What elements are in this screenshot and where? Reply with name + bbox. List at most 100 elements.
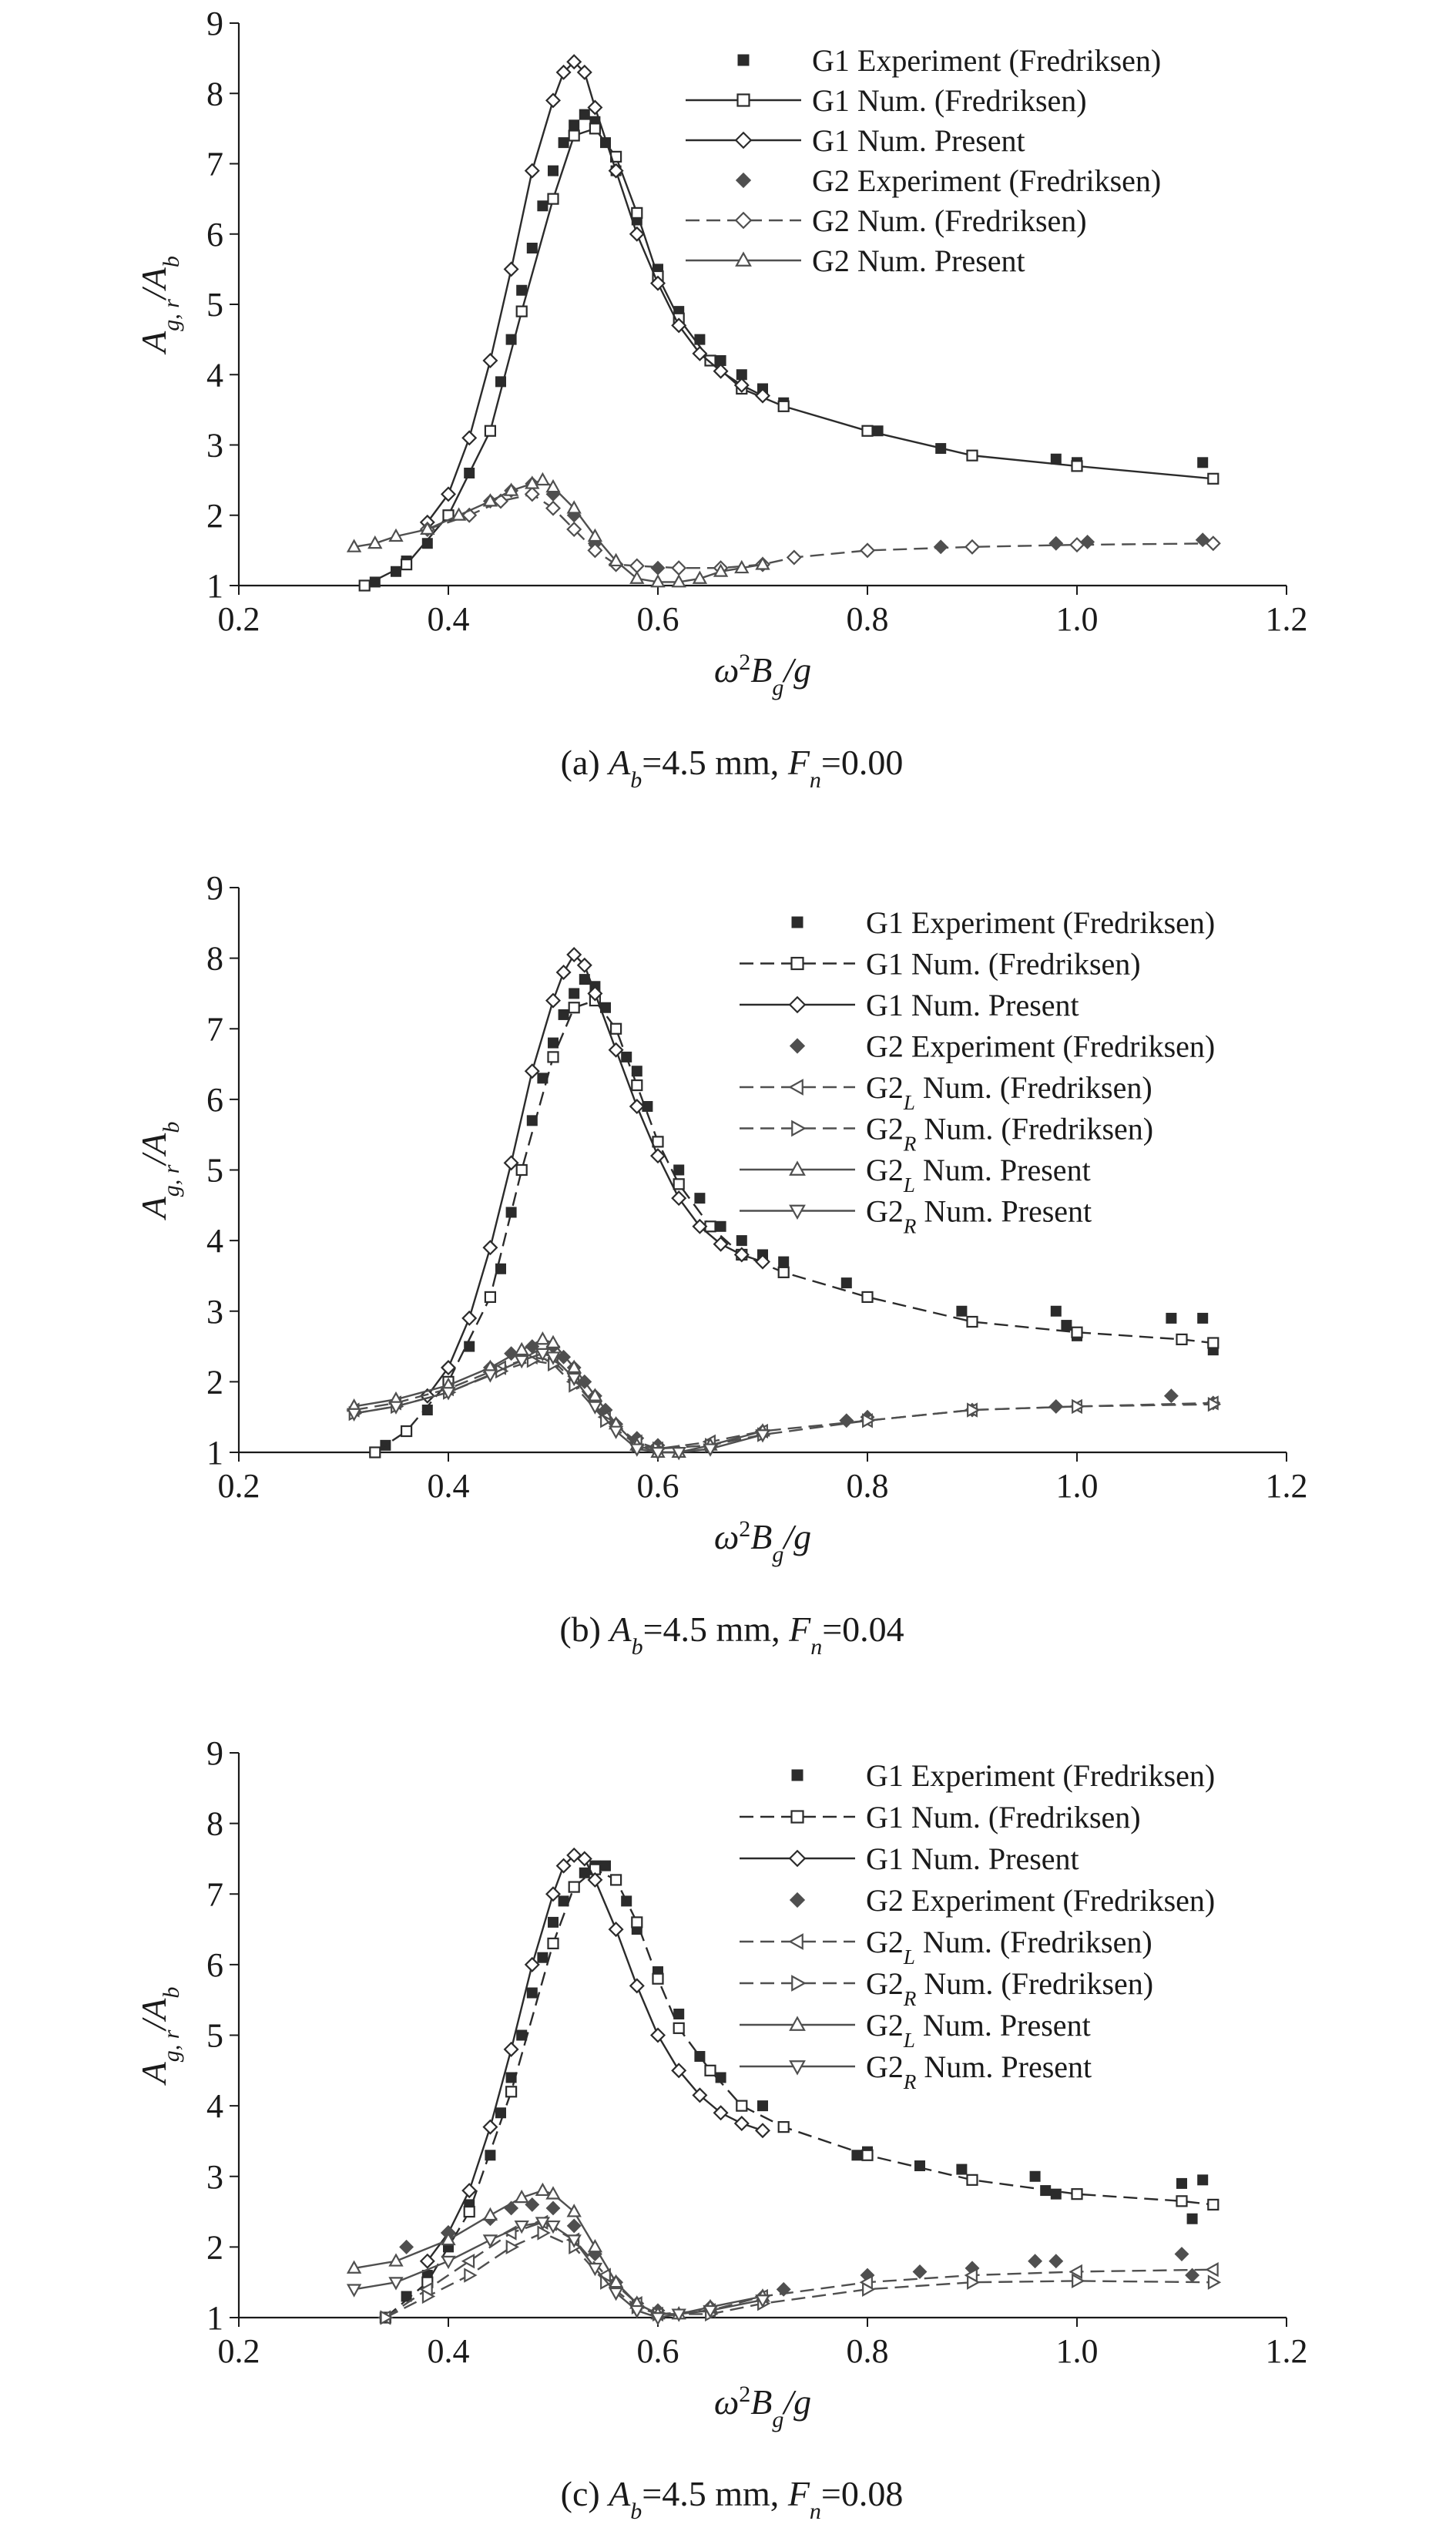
data-point xyxy=(914,2160,925,2172)
series-3 xyxy=(419,947,771,1404)
y-tick-label: 5 xyxy=(206,286,223,324)
data-point xyxy=(652,1972,664,1985)
data-point xyxy=(346,539,362,552)
data-point xyxy=(736,2100,748,2112)
data-point xyxy=(548,1916,559,1928)
data-point xyxy=(704,354,716,367)
data-point xyxy=(1205,2262,1219,2278)
legend-label: G2R Num. Present xyxy=(866,1194,1092,1238)
data-point xyxy=(346,1408,362,1422)
data-point xyxy=(545,1351,561,1365)
data-point xyxy=(1048,2254,1064,2269)
data-point xyxy=(548,165,559,176)
legend-marker xyxy=(791,916,803,928)
data-point xyxy=(650,574,666,588)
data-point xyxy=(548,1037,559,1049)
data-point xyxy=(631,1066,642,1077)
data-point xyxy=(526,1987,538,1999)
legend-label: G1 Experiment (Fredriksen) xyxy=(866,1758,1215,1793)
legend-label: G2R Num. (Fredriksen) xyxy=(866,1112,1153,1156)
data-point xyxy=(777,2121,790,2133)
y-tick-label: 4 xyxy=(206,356,223,394)
data-point xyxy=(631,1079,643,1092)
data-point xyxy=(1174,2247,1189,2261)
data-point xyxy=(671,1447,686,1461)
series-6 xyxy=(348,1353,1222,1457)
data-point xyxy=(1072,1398,1085,1415)
legend-marker xyxy=(788,995,807,1014)
data-point xyxy=(1071,2188,1083,2200)
y-tick-label: 6 xyxy=(206,1946,223,1984)
data-point xyxy=(587,2262,603,2277)
y-tick-label: 9 xyxy=(206,869,223,907)
data-point xyxy=(631,206,643,219)
data-point xyxy=(461,2183,478,2199)
data-point xyxy=(755,556,770,570)
data-point xyxy=(713,1236,729,1252)
data-point xyxy=(608,2274,624,2288)
data-point xyxy=(1069,2264,1082,2280)
data-point xyxy=(839,1413,854,1428)
legend-marker xyxy=(788,1933,803,1950)
data-point xyxy=(861,425,874,437)
data-point xyxy=(555,964,572,980)
figure-caption: (b) Ab=4.5 mm, Fn=0.04 xyxy=(559,1610,904,1660)
data-point xyxy=(694,334,706,345)
x-tick-label: 1.0 xyxy=(1056,1467,1099,1505)
data-point xyxy=(482,2119,498,2135)
x-tick-label: 0.8 xyxy=(847,2332,889,2370)
data-point xyxy=(421,1405,433,1416)
data-point xyxy=(515,305,528,317)
data-point xyxy=(671,317,687,334)
data-point xyxy=(579,109,590,120)
chart-panel-c: 0.2 0.4 0.6 0.8 1.0 1.2 1 2 3 4 5 6 7 8 9 ω2Bg/g Ag, r/A… xyxy=(134,1734,1308,2521)
data-point xyxy=(673,1164,685,1176)
data-point xyxy=(587,985,603,1002)
data-point xyxy=(495,1263,506,1274)
data-point xyxy=(482,493,498,507)
data-point xyxy=(569,988,580,999)
data-point xyxy=(851,2150,863,2161)
data-point xyxy=(503,1155,519,1171)
series-4 xyxy=(399,2197,1200,2318)
x-axis-label: ω2Bg/g xyxy=(714,650,811,700)
data-point xyxy=(587,1401,603,1415)
data-point xyxy=(704,2064,716,2076)
data-point xyxy=(419,2253,435,2269)
chart-panel-a: 0.2 0.4 0.6 0.8 1.0 1.2 1 2 3 4 5 6 7 8 9 ω2Bg/g Ag, r/A… xyxy=(134,5,1308,793)
data-point xyxy=(516,284,528,296)
data-point xyxy=(464,1341,475,1352)
data-point xyxy=(967,2274,981,2290)
y-tick-label: 2 xyxy=(206,2228,223,2266)
data-point xyxy=(461,1310,478,1326)
data-point xyxy=(535,2182,551,2197)
data-point xyxy=(629,570,645,584)
legend-label: G2L Num. Present xyxy=(866,2008,1091,2052)
data-point xyxy=(629,1978,645,1994)
data-point xyxy=(400,559,413,571)
data-point xyxy=(629,558,645,574)
data-point xyxy=(566,2218,582,2234)
data-point xyxy=(461,430,478,446)
data-point xyxy=(524,163,540,179)
data-point xyxy=(525,475,540,489)
data-point xyxy=(1176,2177,1187,2189)
legend-marker xyxy=(736,93,750,107)
data-point xyxy=(673,2022,685,2034)
data-point xyxy=(440,1360,457,1376)
data-point xyxy=(514,2220,529,2234)
legend-label: G2L Num. (Fredriksen) xyxy=(866,1925,1152,1969)
data-point xyxy=(380,2310,394,2325)
x-tick-label: 0.6 xyxy=(637,600,679,638)
data-point xyxy=(650,560,666,576)
data-point xyxy=(1197,2174,1209,2186)
data-point xyxy=(503,482,519,496)
data-point xyxy=(1185,2268,1200,2283)
series-line xyxy=(427,493,1213,569)
legend-label: G2 Experiment (Fredriksen) xyxy=(812,163,1161,198)
data-point xyxy=(545,1334,561,1348)
data-point xyxy=(576,1851,592,1867)
data-point xyxy=(1207,2198,1219,2210)
data-point xyxy=(692,570,708,584)
data-point xyxy=(673,2009,685,2020)
